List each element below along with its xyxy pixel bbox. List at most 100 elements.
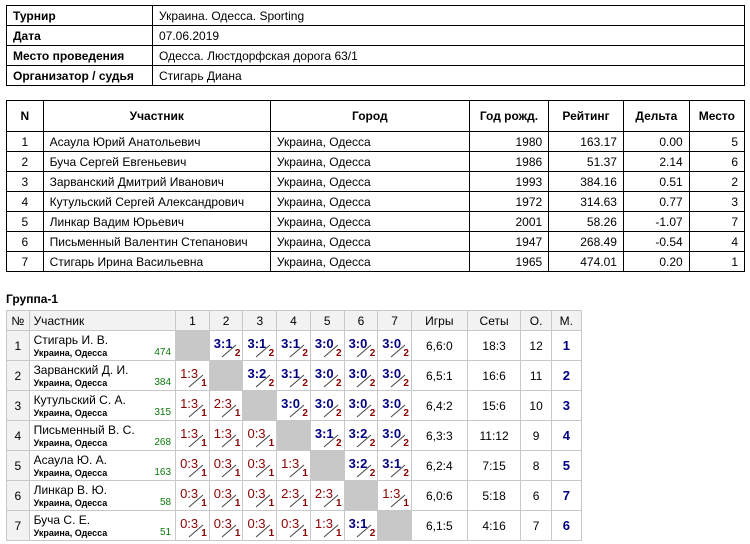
match-points: 1 — [234, 408, 241, 419]
participants-table: N Участник Город Год рожд. Рейтинг Дельта Мест… — [6, 100, 746, 272]
table-cell: 2001 — [468, 211, 550, 232]
row-number: 3 — [6, 390, 30, 421]
self-cell — [208, 360, 244, 391]
table-row: 2 Буча Сергей Евгеньевич Украина, Одесса 19… — [6, 151, 746, 172]
table-cell: Украина, Одесса — [269, 231, 470, 252]
match-result-cell: 1:3 1 — [309, 510, 345, 541]
sets-cell: 18:3 — [466, 330, 522, 361]
match-points: 2 — [369, 408, 376, 419]
match-score: 3:2 — [348, 456, 368, 471]
sets-cell: 11:12 — [466, 420, 522, 451]
table-cell: 1986 — [468, 151, 550, 172]
player-cell: Кутульский С. А. Украина, Одесса 315 — [28, 390, 177, 421]
col-header-number: № — [6, 310, 30, 331]
col-header-sets: Сеты — [466, 310, 522, 331]
games-cell: 6,1:5 — [410, 510, 468, 541]
match-result-cell: 1:3 1 — [208, 420, 244, 451]
player-name: Зарванский Д. И. — [33, 363, 129, 377]
info-value: Стигарь Диана — [152, 65, 745, 86]
match-score: 3:2 — [348, 426, 368, 441]
table-cell: 0.51 — [622, 171, 690, 192]
points-cell: 12 — [520, 330, 552, 361]
match-score: 3:0 — [314, 366, 334, 381]
info-value: Одесса. Люстдорфская дорога 63/1 — [152, 45, 745, 66]
match-result-cell: 3:0 2 — [377, 390, 412, 421]
match-score: 0:3 — [180, 516, 199, 531]
sets-cell: 7:15 — [466, 450, 522, 481]
match-points: 2 — [369, 378, 376, 389]
place-cell: 2 — [550, 360, 583, 391]
slash-icon — [188, 374, 204, 388]
player-city: Украина, Одесса — [33, 348, 108, 358]
player-city: Украина, Одесса — [33, 498, 108, 508]
match-score: 3:0 — [382, 396, 402, 411]
table-cell: Асаула Юрий Анатольевич — [42, 131, 271, 152]
match-score: 3:1 — [314, 426, 334, 441]
table-cell: 384.16 — [548, 171, 624, 192]
column-header: N — [6, 100, 44, 132]
slash-icon — [255, 434, 271, 448]
match-result-cell: 0:3 1 — [208, 480, 244, 511]
match-points: 2 — [336, 438, 342, 449]
row-number: 2 — [6, 360, 30, 391]
place-cell: 4 — [550, 420, 583, 451]
col-header-opponent: 2 — [208, 310, 244, 331]
slash-icon — [323, 374, 338, 388]
tournament-info-table: Турнир Украина. Одесса. Sporting Дата 07.06… — [6, 5, 745, 86]
player-city: Украина, Одесса — [33, 528, 108, 538]
match-result-cell: 0:3 1 — [242, 420, 278, 451]
self-cell — [343, 480, 379, 511]
table-cell: 58.26 — [548, 211, 624, 232]
table-cell: 6 — [688, 151, 746, 172]
player-city: Украина, Одесса — [33, 468, 108, 478]
match-score: 1:3 — [314, 516, 333, 531]
table-cell: Украина, Одесса — [269, 211, 470, 232]
slash-icon — [390, 374, 406, 388]
slash-icon — [323, 524, 338, 538]
match-score: 1:3 — [180, 426, 199, 441]
slash-icon — [222, 344, 237, 358]
table-cell: 1 — [688, 251, 746, 272]
slash-icon — [323, 494, 338, 508]
info-key: Дата — [6, 25, 153, 46]
sets-cell: 16:6 — [466, 360, 522, 391]
col-header-opponent: 6 — [343, 310, 379, 331]
match-points: 2 — [403, 348, 409, 359]
slash-icon — [356, 524, 372, 538]
match-result-cell: 0:3 1 — [175, 510, 210, 541]
match-score: 1:3 — [281, 456, 300, 471]
info-key: Организатор / судья — [6, 65, 153, 86]
match-score: 3:0 — [314, 336, 334, 351]
table-cell: Письменный Валентин Степанович — [42, 231, 271, 252]
points-cell: 8 — [520, 450, 552, 481]
match-score: 1:3 — [180, 396, 199, 411]
match-points: 2 — [302, 408, 308, 419]
match-score: 3:1 — [382, 456, 402, 471]
match-points: 1 — [268, 498, 275, 509]
col-header-player: Участник — [28, 310, 177, 331]
table-row: 5 Асаула Ю. А. Украина, Одесса 163 0:3 1 0:3 1 0… — [6, 450, 583, 481]
col-header-opponent: 3 — [242, 310, 278, 331]
player-cell: Линкар В. Ю. Украина, Одесса 58 — [28, 480, 177, 511]
points-cell: 7 — [520, 510, 552, 541]
table-cell: Украина, Одесса — [269, 151, 470, 172]
match-score: 3:1 — [281, 366, 300, 381]
match-points: 2 — [302, 348, 308, 359]
table-cell: 0.00 — [622, 131, 690, 152]
match-points: 1 — [234, 498, 241, 509]
match-result-cell: 2:3 1 — [309, 480, 345, 511]
player-city: Украина, Одесса — [33, 378, 108, 388]
table-cell: Линкар Вадим Юрьевич — [42, 211, 271, 232]
slash-icon — [356, 404, 372, 418]
slash-icon — [222, 404, 237, 418]
match-score: 3:0 — [281, 396, 300, 411]
table-cell: -0.54 — [622, 231, 690, 252]
self-cell — [175, 330, 210, 361]
match-points: 2 — [268, 348, 275, 359]
table-row: 2 Зарванский Д. И. Украина, Одесса 384 1:3 1 3… — [6, 360, 583, 391]
table-row: 4 Кутульский Сергей Александрович Украина,… — [6, 191, 746, 212]
info-key: Турнир — [6, 5, 153, 26]
row-number: 5 — [6, 450, 30, 481]
points-cell: 10 — [520, 390, 552, 421]
slash-icon — [356, 464, 372, 478]
